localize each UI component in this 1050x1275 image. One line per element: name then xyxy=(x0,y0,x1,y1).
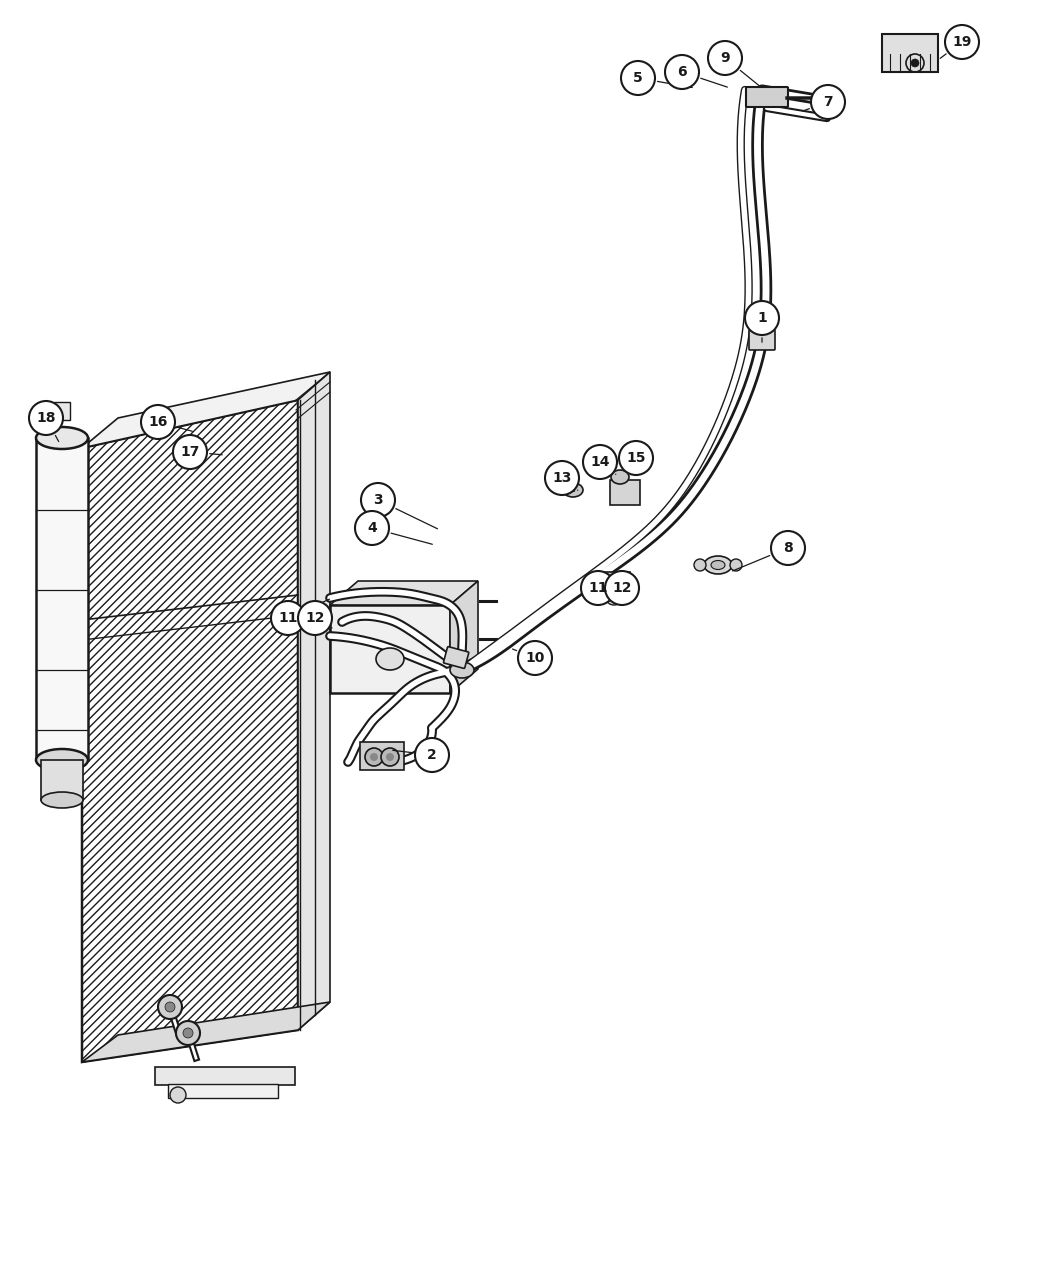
Text: 15: 15 xyxy=(626,451,646,465)
Circle shape xyxy=(694,558,706,571)
Circle shape xyxy=(708,41,742,75)
Text: 8: 8 xyxy=(783,541,793,555)
Bar xyxy=(41,760,83,799)
Circle shape xyxy=(583,445,617,479)
Text: 12: 12 xyxy=(612,581,632,595)
Circle shape xyxy=(545,462,579,495)
Ellipse shape xyxy=(607,595,621,606)
Ellipse shape xyxy=(563,483,583,497)
Circle shape xyxy=(29,402,63,435)
Text: 17: 17 xyxy=(181,445,200,459)
Text: 7: 7 xyxy=(823,96,833,108)
Polygon shape xyxy=(330,581,478,606)
Bar xyxy=(882,34,938,71)
Text: 11: 11 xyxy=(278,611,298,625)
Circle shape xyxy=(165,1002,175,1012)
Text: 14: 14 xyxy=(590,455,610,469)
Ellipse shape xyxy=(611,470,629,484)
Circle shape xyxy=(730,558,742,571)
Circle shape xyxy=(386,754,394,761)
FancyBboxPatch shape xyxy=(443,646,468,668)
Circle shape xyxy=(771,530,805,565)
FancyBboxPatch shape xyxy=(749,330,775,351)
Text: 16: 16 xyxy=(148,414,168,428)
Polygon shape xyxy=(82,372,330,448)
Polygon shape xyxy=(82,1002,330,1062)
FancyBboxPatch shape xyxy=(746,87,788,107)
Circle shape xyxy=(173,435,207,469)
Circle shape xyxy=(298,601,332,635)
Circle shape xyxy=(816,102,828,113)
Circle shape xyxy=(581,571,615,606)
Bar xyxy=(360,742,404,770)
Text: 10: 10 xyxy=(525,652,545,666)
Polygon shape xyxy=(298,372,330,1030)
Circle shape xyxy=(141,405,175,439)
Text: 9: 9 xyxy=(720,51,730,65)
Text: 13: 13 xyxy=(552,470,571,484)
Ellipse shape xyxy=(704,556,732,574)
Circle shape xyxy=(365,748,383,766)
Text: 4: 4 xyxy=(368,521,377,536)
Bar xyxy=(168,1084,278,1098)
Text: 2: 2 xyxy=(427,748,437,762)
Text: 18: 18 xyxy=(37,411,56,425)
Circle shape xyxy=(945,26,979,59)
Circle shape xyxy=(518,641,552,674)
Circle shape xyxy=(183,1028,193,1038)
Bar xyxy=(598,572,630,592)
Bar xyxy=(610,479,640,505)
Polygon shape xyxy=(450,581,478,694)
Text: 12: 12 xyxy=(306,611,324,625)
Bar xyxy=(330,606,450,694)
Ellipse shape xyxy=(36,427,88,449)
Circle shape xyxy=(620,441,653,476)
Circle shape xyxy=(381,748,399,766)
Bar xyxy=(54,402,70,419)
Text: 19: 19 xyxy=(952,34,971,48)
Circle shape xyxy=(746,301,779,335)
Text: 11: 11 xyxy=(588,581,608,595)
Polygon shape xyxy=(82,400,298,1062)
Circle shape xyxy=(665,55,699,89)
Ellipse shape xyxy=(376,648,404,669)
Circle shape xyxy=(176,1021,200,1046)
Circle shape xyxy=(621,61,655,96)
Ellipse shape xyxy=(41,792,83,808)
Circle shape xyxy=(811,85,845,119)
Ellipse shape xyxy=(450,662,474,678)
Text: 3: 3 xyxy=(373,493,383,507)
Circle shape xyxy=(271,601,304,635)
Circle shape xyxy=(415,738,449,771)
Bar xyxy=(36,439,88,760)
Bar xyxy=(155,1067,295,1085)
Circle shape xyxy=(361,483,395,516)
Circle shape xyxy=(605,571,639,606)
Text: 1: 1 xyxy=(757,311,766,325)
Ellipse shape xyxy=(711,561,724,570)
Circle shape xyxy=(158,994,182,1019)
Text: 6: 6 xyxy=(677,65,687,79)
Circle shape xyxy=(911,59,919,68)
Circle shape xyxy=(355,511,388,544)
Circle shape xyxy=(370,754,378,761)
Circle shape xyxy=(170,1088,186,1103)
Text: 5: 5 xyxy=(633,71,643,85)
Ellipse shape xyxy=(36,748,88,771)
